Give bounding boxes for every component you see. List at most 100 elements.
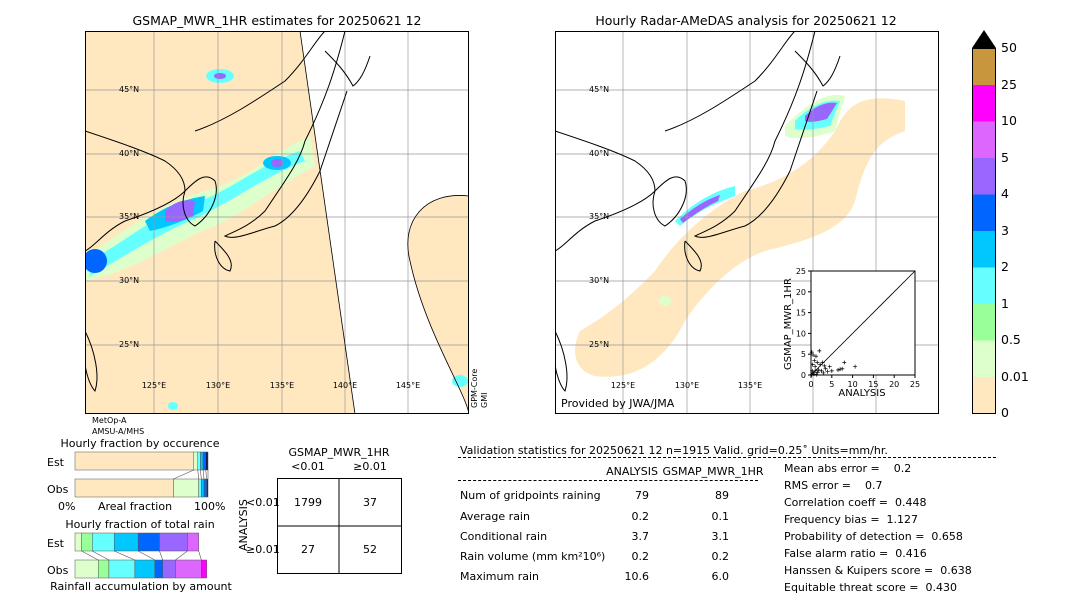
- scatter-point: [810, 362, 815, 367]
- left-lat-label: 30°N: [119, 276, 140, 285]
- scatter-ylabel: GSMAP_MWR_1HR: [783, 278, 794, 370]
- bar-segment-est: [137, 532, 160, 552]
- connector-line: [138, 550, 155, 561]
- x-tick-label: 25: [910, 380, 920, 389]
- score-line: Probability of detection = 0.658: [784, 530, 963, 543]
- contingency-cell: 27: [301, 543, 315, 556]
- validation-title: Validation statistics for 20250621 12 n=…: [460, 444, 888, 457]
- left-lat-label: 40°N: [119, 149, 140, 158]
- colorbar-label: 50: [1001, 40, 1017, 55]
- scatter-point: [815, 360, 820, 365]
- colorbar-segment: [972, 340, 996, 377]
- right-lat-label: 45°N: [589, 85, 610, 94]
- bar-segment-obs: [203, 478, 207, 498]
- stat-gsmap-value: 0.1: [711, 510, 730, 523]
- bar-segment-est: [74, 451, 195, 471]
- bar-segment-est: [81, 532, 93, 552]
- contingency-col-title: GSMAP_MWR_1HR: [288, 446, 390, 459]
- occurrence-title: Hourly fraction by occurence: [60, 437, 220, 450]
- x-tick-label: 10: [848, 380, 858, 389]
- colorbar-segment: [972, 158, 996, 195]
- bar-segment-obs: [198, 478, 202, 498]
- right-coastlines: [555, 31, 841, 392]
- scatter-point: [825, 369, 830, 374]
- contingency-grid: [277, 478, 402, 574]
- stat-analysis-value: 0.2: [631, 510, 650, 523]
- colorbar-label: 0: [1001, 405, 1009, 420]
- stat-analysis-value: 79: [635, 489, 649, 502]
- colorbar-segment: [972, 304, 996, 341]
- col-header-gsmap: GSMAP_MWR_1HR: [662, 465, 764, 478]
- colorbar-label: 10: [1001, 113, 1017, 128]
- bar-segment-est: [113, 532, 139, 552]
- right-lon-label: 135°E: [737, 381, 763, 390]
- stat-gsmap-value: 3.1: [711, 530, 730, 543]
- scatter-point: [823, 366, 828, 371]
- scatter-point: [840, 366, 845, 371]
- bar-segment-obs: [74, 559, 99, 579]
- x-tick-label: 15: [868, 380, 878, 389]
- colorbar-segment: [972, 377, 996, 414]
- left-lon-label: 125°E: [141, 381, 167, 390]
- colorbar-segment: [972, 231, 996, 268]
- scatter-point: [822, 363, 827, 368]
- left-map: [85, 31, 469, 414]
- scatter-point: [817, 348, 822, 353]
- right-lon-label: 125°E: [610, 381, 636, 390]
- stat-label: Conditional rain: [460, 530, 548, 543]
- right-lat-label: 30°N: [589, 276, 610, 285]
- contingency-row-label: <0.01: [246, 496, 280, 509]
- bar-segment-est: [202, 451, 206, 471]
- contingency-row-label: ≥0.01: [246, 543, 280, 556]
- scatter-point: [809, 372, 814, 377]
- scatter-point: [809, 350, 814, 355]
- colorbar-label: 4: [1001, 186, 1009, 201]
- scatter-point: [821, 370, 826, 375]
- connector-line: [159, 550, 164, 561]
- bar-segment-est: [193, 451, 199, 471]
- contingency-cell: 52: [363, 543, 377, 556]
- colorbar-label: 25: [1001, 76, 1017, 92]
- bar-segment-obs: [108, 559, 136, 579]
- col-header-analysis: ANALYSIS: [606, 465, 658, 478]
- xlabel-mid: Areal fraction: [97, 500, 173, 513]
- y-tick-label: 15: [796, 309, 806, 318]
- left-lon-label: 140°E: [332, 381, 358, 390]
- bar-segment-obs: [206, 478, 209, 498]
- scatter-point: [836, 368, 841, 373]
- left-gridlines: [85, 31, 469, 414]
- x-tick-label: 5: [829, 380, 834, 389]
- total-rain-footer: Rainfall accumulation by amount: [50, 580, 232, 593]
- stat-label: Num of gridpoints raining: [460, 489, 601, 502]
- swath-region-east: [407, 195, 469, 414]
- credit-label: Provided by JWA/JMA: [561, 397, 675, 410]
- bar-segment-obs: [201, 478, 205, 498]
- colorbar-label: 0.01: [1001, 368, 1029, 384]
- scatter-point: [813, 368, 818, 373]
- left-map-title: GSMAP_MWR_1HR estimates for 20250621 12: [132, 13, 422, 28]
- y-tick-label: 20: [796, 288, 806, 297]
- colorbar-segment: [972, 194, 996, 231]
- occurrence-bars: [74, 451, 209, 498]
- right-lon-label: 130°E: [674, 381, 700, 390]
- connector-line: [198, 550, 202, 561]
- bar-segment-est: [74, 532, 82, 552]
- left-lat-label: 35°N: [119, 212, 140, 221]
- connector-line: [205, 469, 207, 480]
- total-rain-title: Hourly fraction of total rain: [65, 518, 215, 531]
- scatter-point: [813, 364, 818, 369]
- connector-line: [200, 469, 202, 480]
- bar-segment-est: [187, 532, 199, 552]
- row-label-obs: Obs: [47, 483, 69, 496]
- scatter-point: [813, 354, 818, 359]
- sensor-label: AMSU-A/MHS: [92, 427, 145, 436]
- left-lon-label: 130°E: [205, 381, 231, 390]
- x-tick-label: 0: [808, 380, 813, 389]
- bar-segment-est: [197, 451, 201, 471]
- bar-segment-obs: [74, 478, 174, 498]
- scatter-point: [811, 372, 816, 377]
- x-tick-label: 20: [889, 380, 899, 389]
- score-line: Mean abs error = 0.2: [784, 462, 912, 475]
- stat-analysis-value: 0.2: [631, 550, 650, 563]
